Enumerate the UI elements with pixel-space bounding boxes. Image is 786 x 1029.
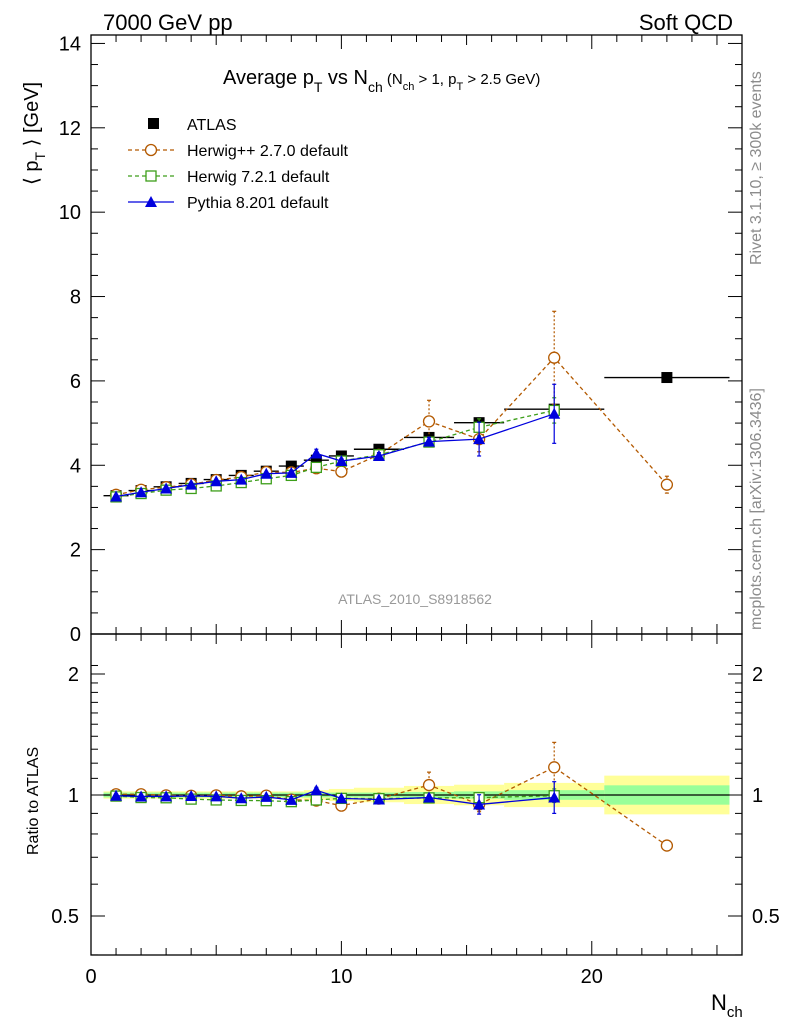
ratio-ytick-label: 2 [68,664,79,686]
main-ytick-label: 14 [59,33,81,55]
ylabel-sub: T [32,152,48,161]
ratio-ytick-label: 1 [68,785,79,807]
xtick-label: 10 [330,966,352,988]
main-ytick-label: 0 [70,624,81,646]
pythia-point [423,791,436,803]
xlabel-part: N [711,990,727,1015]
legend-marker-pythia [145,196,157,207]
legend-label: Herwig++ 2.7.0 default [187,143,349,160]
atlas-point [310,454,322,466]
pythia-point [210,475,223,487]
legend: ATLAS Herwig++ 2.7.0 default Herwig 7.2.… [128,117,349,212]
ratio-ytick-label-right: 0.5 [752,906,780,928]
ylabel-part: ⟩ [GeV] [21,82,43,152]
title-sub: ch [368,79,383,95]
herwigpp-line [115,356,668,496]
herwigpp-point [660,478,674,491]
title-sub: T [314,79,323,95]
herwig7-point [310,461,322,474]
legend-label: Pythia 8.201 default [187,195,329,212]
pythia-point [548,407,561,419]
pythia-line [115,413,555,498]
pythia-point [285,466,298,478]
ratio-ylabel: Ratio to ATLAS [25,747,42,855]
pythia-point [135,486,148,498]
title-part: Average p [223,67,314,89]
pythia-point [310,784,323,796]
herwigpp-point [660,839,674,852]
pythia-point [285,793,298,805]
main-ytick-label: 4 [70,455,81,477]
xlabel: Nch [711,990,743,1021]
herwigpp-point [335,465,348,478]
title-cond: > 1, p [414,71,456,88]
pythia-point [185,478,198,490]
pythia-point [372,793,385,805]
atlas-point [661,372,673,384]
main-ytick-label: 6 [70,371,81,393]
herwig7-point [310,794,322,806]
pythia-point [260,467,273,479]
atlas-point [285,460,297,472]
ylabel-part: ⟨ p [21,161,43,185]
pythia-point [110,789,123,801]
rivet-label: Rivet 3.1.10, ≥ 300k events [748,71,765,265]
pythia-point [335,455,348,467]
herwigpp-point [422,778,436,792]
herwigpp-point [548,351,561,364]
title-sub: T [456,81,463,93]
main-ytick-label: 8 [70,287,81,309]
header-right: Soft QCD [639,10,733,35]
analysis-watermark: ATLAS_2010_S8918562 [338,591,492,607]
pythia-point [160,482,173,494]
pythia-point [185,789,198,801]
pythia-point [473,433,486,445]
title-cond: (N [383,71,403,88]
pythia-point [310,447,323,459]
xtick-label: 0 [85,966,96,988]
main-ytick-label: 12 [59,118,81,140]
ratio-ytick-label-right: 2 [752,664,763,686]
xtick-label: 20 [581,966,603,988]
pythia-line [116,789,555,806]
pythia-point [372,449,385,461]
legend-label: Herwig 7.2.1 default [187,169,330,186]
pythia-point [335,792,348,804]
main-ylabel: ⟨ pT ⟩ [GeV] [21,82,48,185]
pythia-point [423,435,436,447]
xlabel-sub: ch [727,1004,743,1021]
main-ytick-label: 2 [70,540,81,562]
pythia-point [235,792,248,804]
pythia-point [110,490,123,502]
title-part: vs N [322,67,368,89]
pythia-point [548,791,561,803]
pythia-point [235,473,248,485]
legend-marker-herwig7 [145,170,157,182]
header-left: 7000 GeV pp [103,10,233,35]
mcplots-label: mcplots.cern.ch [arXiv:1306.3436] [748,388,765,630]
herwigpp-point [548,761,561,774]
pythia-point [473,798,486,810]
legend-label: ATLAS [187,117,237,134]
ratio-ytick-label-right: 1 [752,785,763,807]
pythia-point [135,790,148,802]
legend-marker-atlas [148,118,159,129]
pythia-point [210,790,223,802]
herwigpp-point [422,415,436,428]
title-cond: > 2.5 GeV) [463,71,540,88]
main-ytick-label: 10 [59,202,81,224]
pythia-point [260,790,273,802]
ratio-ytick-label: 0.5 [51,906,79,928]
title-sub: ch [403,81,415,93]
pythia-point [160,790,173,802]
legend-marker-herwigpp [144,143,158,157]
plot-title: Average pT vs Nch (Nch > 1, pT > 2.5 GeV… [223,67,540,95]
